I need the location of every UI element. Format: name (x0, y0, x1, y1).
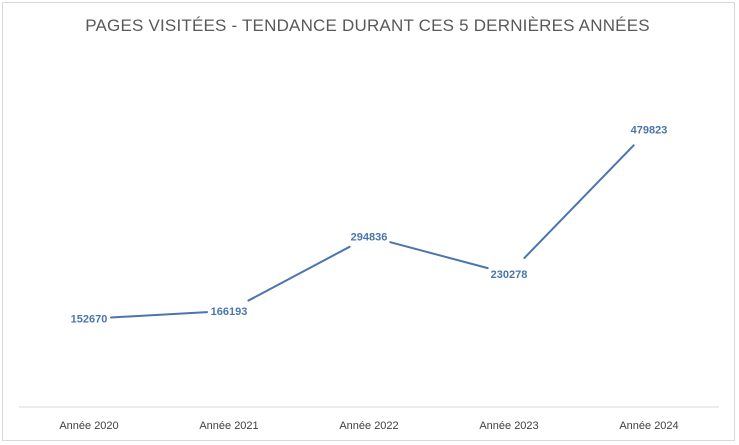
data-label: 166193 (211, 306, 248, 318)
category-label: Année 2024 (619, 420, 678, 432)
series-line-segment (247, 245, 351, 302)
series-line-segment (389, 241, 489, 270)
series-line-segment (109, 311, 209, 319)
series-layer (109, 144, 635, 319)
series-line-segment (523, 144, 635, 260)
category-label: Année 2021 (199, 420, 258, 432)
data-label: 152670 (71, 314, 108, 326)
chart-title: PAGES VISITÉES - TENDANCE DURANT CES 5 D… (85, 16, 650, 35)
labels-layer: 152670 166193 294836 230278 479823 (71, 125, 668, 326)
category-label: Année 2020 (59, 420, 118, 432)
category-label: Année 2022 (339, 420, 398, 432)
category-label: Année 2023 (479, 420, 538, 432)
data-label: 230278 (491, 269, 528, 281)
category-labels: Année 2020 Année 2021 Année 2022 Année 2023… (59, 420, 678, 432)
chart-frame (2, 2, 735, 441)
data-label: 479823 (631, 125, 668, 137)
data-label: 294836 (351, 231, 388, 243)
